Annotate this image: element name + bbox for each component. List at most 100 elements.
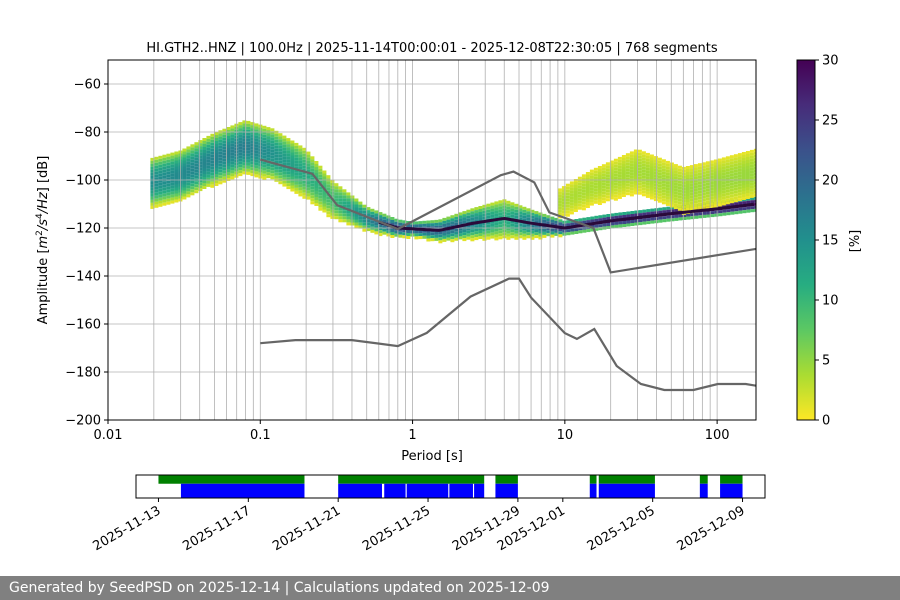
heat-cell — [174, 196, 179, 200]
heat-cell — [202, 144, 207, 147]
heat-cell — [166, 195, 171, 199]
heat-cell — [609, 169, 614, 173]
heat-cell — [486, 215, 491, 219]
heat-cell — [665, 160, 670, 164]
heat-cell — [629, 151, 634, 155]
heat-cell — [326, 196, 331, 200]
heat-cell — [565, 198, 570, 202]
heat-cell — [202, 177, 207, 180]
heat-cell — [697, 190, 702, 194]
heat-cell — [729, 194, 734, 198]
heat-cell — [486, 206, 491, 210]
heat-cell — [742, 207, 747, 211]
heat-cell — [733, 154, 738, 158]
heat-cell — [282, 141, 287, 145]
heat-cell — [226, 178, 231, 181]
heat-cell — [162, 172, 167, 176]
heat-cell — [482, 222, 487, 226]
heat-cell — [206, 180, 211, 184]
heat-cell — [581, 183, 586, 187]
heat-cell — [713, 168, 718, 172]
heat-cell — [322, 185, 327, 189]
heat-cell — [338, 186, 343, 190]
heat-cell — [150, 169, 155, 173]
heat-cell — [454, 228, 459, 232]
heat-cell — [482, 234, 487, 238]
heat-cell — [366, 219, 371, 223]
heat-cell — [737, 192, 742, 196]
heat-cell — [286, 156, 291, 160]
heat-cell — [458, 212, 463, 216]
heat-cell — [546, 230, 551, 234]
heat-cell — [246, 171, 251, 175]
heat-cell — [314, 194, 319, 197]
heat-cell — [458, 233, 463, 237]
heat-cell — [242, 132, 247, 136]
heat-cell — [694, 212, 699, 216]
heat-cell — [726, 209, 731, 213]
heat-cell — [597, 178, 602, 181]
heat-cell — [681, 181, 686, 185]
heat-cell — [266, 145, 271, 149]
timeline-tick-label: 2025-11-25 — [360, 503, 433, 554]
heat-cell — [158, 179, 163, 183]
heat-cell — [210, 172, 215, 176]
heat-cell — [669, 198, 674, 202]
heat-cell — [322, 176, 327, 180]
heat-cell — [466, 230, 471, 234]
heat-cell — [442, 232, 447, 236]
heat-cell — [753, 187, 756, 191]
heat-cell — [738, 201, 743, 205]
heat-cell — [174, 151, 179, 155]
colorbar-label: [%] — [848, 230, 863, 253]
heat-cell — [622, 221, 627, 224]
heat-cell — [589, 187, 594, 191]
heat-cell — [506, 230, 511, 234]
heat-cell — [206, 174, 211, 178]
heat-cell — [577, 185, 582, 189]
heat-cell — [625, 186, 630, 190]
heat-cell — [526, 229, 531, 233]
heat-cell — [597, 166, 602, 169]
heat-cell — [614, 215, 619, 219]
heat-cell — [210, 151, 215, 155]
heat-cell — [286, 177, 291, 181]
heat-cell — [586, 220, 591, 224]
heat-cell — [386, 218, 391, 222]
heat-cell — [510, 229, 515, 233]
heat-cell — [158, 197, 163, 201]
heat-cell — [438, 219, 443, 223]
heat-cell — [601, 200, 606, 204]
heat-cell — [706, 214, 711, 218]
heat-cell — [593, 173, 598, 177]
heat-cell — [338, 201, 343, 205]
heat-cell — [334, 186, 339, 190]
heat-cell — [418, 221, 423, 225]
heat-cell — [649, 166, 654, 170]
colorbar-tick-label: 10 — [822, 294, 839, 309]
heat-cell — [585, 172, 590, 175]
heat-cell — [653, 171, 658, 175]
heat-cell — [621, 185, 626, 188]
heat-cell — [230, 137, 235, 141]
heat-cell — [617, 162, 622, 166]
heat-cell — [709, 160, 714, 164]
heat-cell — [162, 181, 167, 185]
heat-cell — [705, 200, 710, 204]
heat-cell — [641, 187, 646, 191]
heat-cell — [681, 196, 686, 200]
heat-cell — [609, 160, 614, 164]
heat-cell — [677, 201, 682, 205]
heat-cell — [645, 176, 650, 180]
heat-cell — [633, 185, 638, 189]
heat-cell — [382, 219, 387, 223]
heat-cell — [677, 180, 682, 184]
heat-cell — [670, 209, 675, 213]
heat-cell — [262, 146, 267, 150]
heat-cell — [210, 154, 215, 158]
heat-cell — [194, 151, 199, 155]
heat-cell — [170, 182, 175, 186]
heat-cell — [745, 184, 750, 187]
heat-cell — [702, 214, 707, 218]
heat-cell — [266, 154, 271, 158]
